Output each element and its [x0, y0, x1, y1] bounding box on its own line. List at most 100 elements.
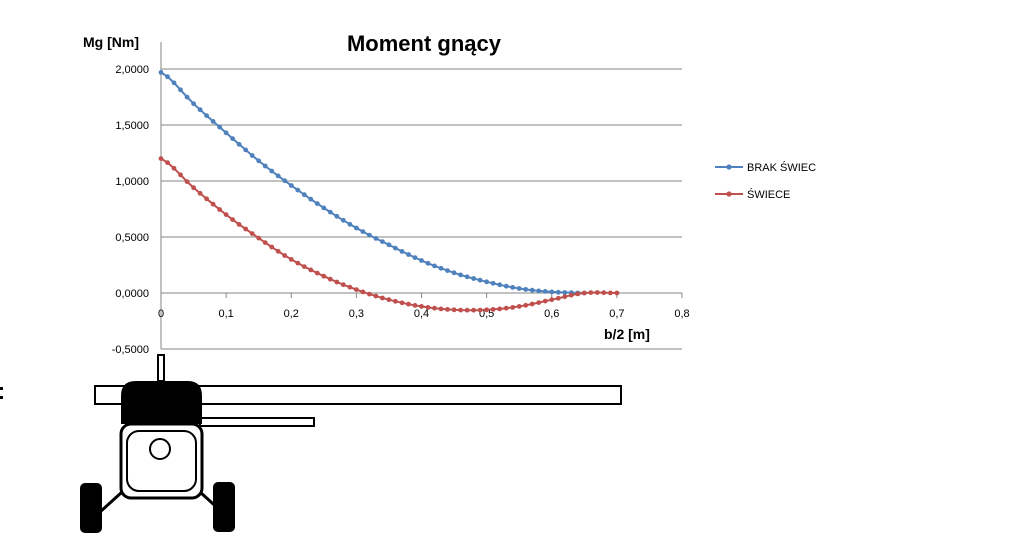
- data-point: [367, 291, 372, 297]
- data-point: [327, 276, 333, 282]
- data-point: [406, 252, 411, 257]
- axes: [160, 42, 682, 349]
- data-point: [178, 172, 183, 178]
- data-point: [458, 307, 463, 313]
- data-point: [340, 217, 346, 223]
- data-point: [601, 290, 607, 296]
- data-point: [412, 303, 418, 308]
- data-point: [360, 229, 366, 235]
- data-point: [256, 158, 262, 164]
- y-tick-label: -0,5000: [112, 344, 149, 356]
- data-point: [503, 305, 509, 311]
- x-tick-label: 0,1: [218, 308, 233, 320]
- data-point: [562, 290, 568, 295]
- y-tick-label: 1,5000: [115, 120, 149, 132]
- data-point: [614, 290, 620, 296]
- data-point: [393, 298, 398, 304]
- data-point: [171, 80, 177, 86]
- x-tick-label: 0,8: [674, 308, 689, 320]
- data-point: [419, 304, 424, 309]
- data-point: [197, 107, 203, 113]
- data-point: [301, 192, 307, 198]
- series-group: [158, 70, 620, 313]
- data-point: [477, 307, 483, 313]
- vehicle-drawing: [80, 354, 622, 533]
- data-point: [165, 160, 170, 166]
- data-point: [230, 217, 236, 223]
- data-point: [354, 287, 359, 292]
- data-point: [347, 221, 353, 227]
- data-point: [197, 190, 203, 196]
- data-point: [549, 297, 555, 303]
- data-point: [471, 276, 476, 281]
- data-point: [594, 290, 600, 295]
- data-point: [282, 178, 288, 184]
- data-point: [464, 307, 470, 313]
- data-point: [204, 113, 210, 118]
- data-point: [555, 295, 561, 301]
- series-2: [158, 156, 620, 313]
- data-point: [568, 292, 574, 298]
- data-point: [334, 279, 340, 285]
- data-point: [191, 185, 197, 191]
- data-point: [230, 136, 236, 142]
- data-point: [399, 300, 405, 306]
- data-point: [471, 307, 476, 313]
- data-point: [367, 232, 372, 238]
- data-point: [484, 307, 489, 313]
- body-top-cap: [121, 381, 202, 424]
- data-point: [549, 289, 555, 295]
- data-point: [438, 265, 444, 271]
- data-point: [256, 235, 262, 241]
- data-point: [490, 280, 496, 286]
- data-point: [406, 301, 411, 307]
- x-tick-label: 0,3: [349, 308, 364, 320]
- data-point: [269, 168, 275, 174]
- data-point: [503, 283, 509, 289]
- data-point: [425, 260, 431, 266]
- chart-title: Moment gnący: [347, 31, 502, 56]
- data-point: [288, 257, 294, 262]
- data-point: [223, 212, 229, 218]
- data-point: [340, 282, 346, 288]
- series-1: [158, 70, 587, 296]
- data-point: [360, 289, 366, 295]
- data-point: [497, 306, 503, 312]
- data-point: [295, 260, 301, 266]
- x-tick-label: 0,5: [479, 308, 494, 320]
- data-point: [217, 124, 223, 130]
- data-point: [282, 253, 288, 258]
- data-point: [523, 287, 529, 292]
- data-point: [510, 285, 516, 290]
- data-point: [432, 263, 437, 269]
- data-point: [464, 274, 470, 280]
- wing-upper: [94, 385, 622, 405]
- data-point: [393, 245, 398, 251]
- y-tick-label: 0,5000: [115, 232, 149, 244]
- data-point: [445, 268, 450, 273]
- body-inner: [126, 430, 197, 492]
- data-point: [510, 305, 516, 310]
- data-point: [458, 272, 463, 278]
- data-point: [210, 201, 216, 207]
- data-point: [451, 270, 457, 276]
- data-point: [314, 201, 320, 207]
- data-point: [399, 249, 405, 254]
- legend: BRAK ŚWIEC ŚWIECE: [715, 161, 816, 201]
- data-point: [171, 165, 177, 171]
- data-point: [542, 298, 548, 304]
- legend-swatch-marker: [726, 191, 732, 197]
- data-point: [386, 297, 392, 303]
- data-point: [321, 205, 327, 211]
- mast: [157, 354, 165, 382]
- body-circle: [149, 438, 171, 460]
- data-point: [608, 290, 613, 296]
- data-point: [529, 301, 535, 307]
- data-point: [158, 70, 164, 75]
- data-point: [555, 289, 561, 295]
- data-point: [314, 270, 320, 276]
- wheel-left: [80, 483, 102, 533]
- data-point: [334, 213, 340, 219]
- data-point: [243, 147, 249, 153]
